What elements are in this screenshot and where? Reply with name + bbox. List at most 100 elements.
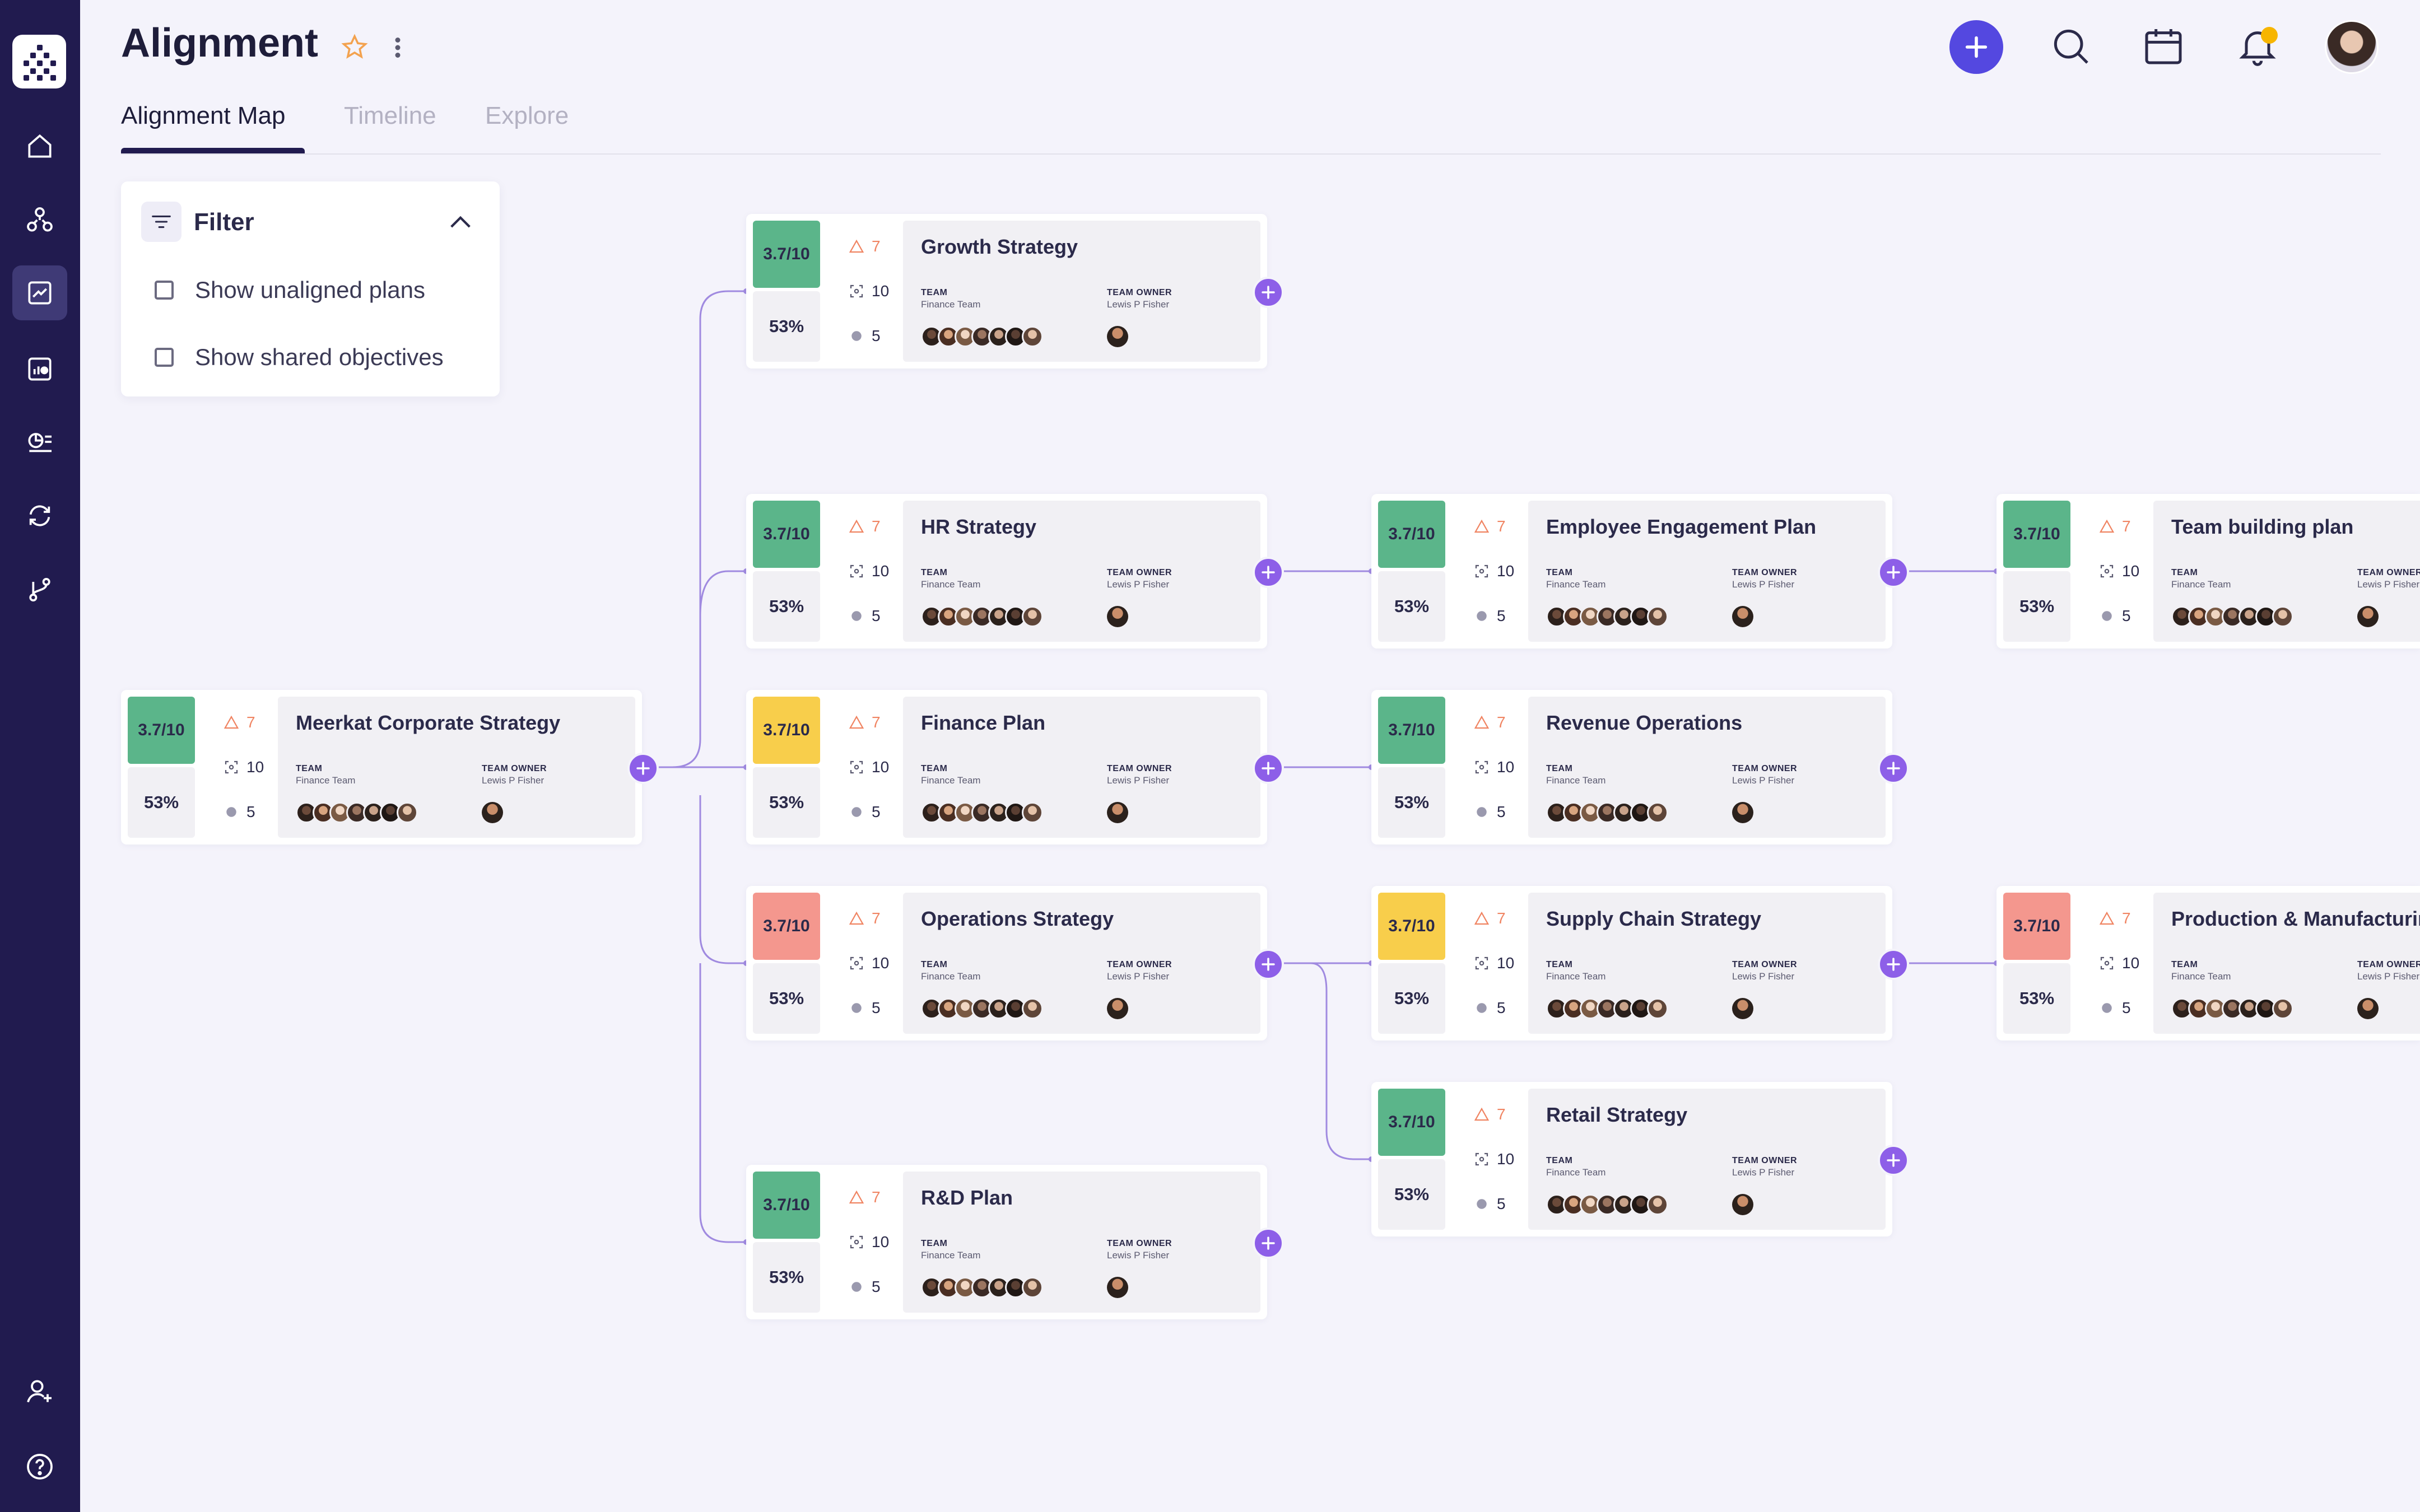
plan-card-operations-strategy[interactable]: 3.7/10 53% 7 10 5 Operations Strategy TE… bbox=[746, 886, 1284, 1040]
member-avatar[interactable] bbox=[1005, 606, 1026, 627]
member-avatars[interactable] bbox=[1546, 998, 1668, 1019]
warning-icon bbox=[1474, 911, 1490, 925]
sidebar-item-reports[interactable] bbox=[12, 342, 67, 396]
member-avatar[interactable] bbox=[1647, 606, 1668, 627]
member-avatar[interactable] bbox=[1022, 606, 1043, 627]
show-shared-objectives-checkbox[interactable] bbox=[155, 348, 174, 367]
add-child-plan-button[interactable] bbox=[1878, 557, 1909, 588]
plan-card-hr-strategy[interactable]: 3.7/10 53% 7 10 5 HR Strategy TEAM Finan… bbox=[746, 494, 1284, 648]
member-avatars[interactable] bbox=[921, 606, 1043, 627]
focus-icon bbox=[850, 956, 863, 970]
owner-avatar[interactable] bbox=[1107, 802, 1128, 823]
add-child-plan-button[interactable] bbox=[1253, 753, 1284, 784]
member-avatars[interactable] bbox=[1546, 606, 1668, 627]
owner-avatar[interactable] bbox=[1732, 802, 1753, 823]
owner-avatar[interactable] bbox=[1107, 998, 1128, 1019]
focus-count: 10 bbox=[246, 758, 264, 776]
create-button[interactable] bbox=[1949, 20, 2003, 74]
focus-stat: 10 bbox=[848, 954, 889, 972]
owner-avatar[interactable] bbox=[1732, 998, 1753, 1019]
add-child-plan-button[interactable] bbox=[1253, 949, 1284, 980]
member-avatars[interactable] bbox=[2171, 998, 2293, 1019]
owner-avatar[interactable] bbox=[482, 802, 503, 823]
member-avatar[interactable] bbox=[2188, 998, 2209, 1019]
member-avatar[interactable] bbox=[1022, 802, 1043, 823]
add-child-plan-button[interactable] bbox=[1253, 1228, 1284, 1259]
owner-avatar[interactable] bbox=[1107, 1277, 1128, 1298]
member-avatar[interactable] bbox=[1580, 998, 1601, 1019]
member-avatar[interactable] bbox=[1647, 998, 1668, 1019]
sidebar-item-org[interactable] bbox=[12, 193, 67, 248]
member-avatars[interactable] bbox=[1546, 802, 1668, 823]
plus-icon bbox=[636, 762, 650, 775]
owner-avatar[interactable] bbox=[2357, 606, 2379, 627]
add-child-plan-button[interactable] bbox=[1878, 1145, 1909, 1176]
owner-avatar[interactable] bbox=[1732, 606, 1753, 627]
sidebar-item-sync[interactable] bbox=[12, 488, 67, 543]
add-child-plan-button[interactable] bbox=[1878, 753, 1909, 784]
sidebar-item-alignment[interactable] bbox=[12, 265, 67, 320]
plan-card-team-building-plan[interactable]: 3.7/10 53% 7 10 5 Team building plan TEA… bbox=[1997, 494, 2420, 648]
sidebar-item-analytics[interactable] bbox=[12, 414, 67, 469]
member-avatars[interactable] bbox=[296, 802, 418, 823]
add-child-plan-button[interactable] bbox=[1253, 557, 1284, 588]
owner-avatar[interactable] bbox=[1107, 606, 1128, 627]
plan-card-retail-strategy[interactable]: 3.7/10 53% 7 10 5 Retail Strategy TEAM F… bbox=[1371, 1082, 1909, 1236]
plan-card-supply-chain-strategy[interactable]: 3.7/10 53% 7 10 5 Supply Chain Strategy … bbox=[1371, 886, 1909, 1040]
app-logo[interactable] bbox=[12, 35, 66, 88]
more-options-icon[interactable] bbox=[388, 32, 408, 63]
plan-card-finance-plan[interactable]: 3.7/10 53% 7 10 5 Finance Plan TEAM Fina… bbox=[746, 690, 1284, 844]
add-child-plan-button[interactable] bbox=[627, 753, 659, 784]
plan-card-rd-plan[interactable]: 3.7/10 53% 7 10 5 R&D Plan TEAM Finance … bbox=[746, 1165, 1284, 1319]
owner-avatar[interactable] bbox=[2357, 998, 2379, 1019]
member-avatars[interactable] bbox=[921, 1277, 1043, 1298]
risk-stat: 7 bbox=[2098, 517, 2131, 535]
owner-avatar[interactable] bbox=[1107, 326, 1128, 347]
sidebar-item-help[interactable] bbox=[12, 1439, 67, 1494]
card-body: Meerkat Corporate Strategy TEAM Finance … bbox=[278, 697, 635, 838]
member-avatars[interactable] bbox=[1546, 1194, 1668, 1215]
member-avatar[interactable] bbox=[1022, 326, 1043, 347]
owner-avatar[interactable] bbox=[1732, 1194, 1753, 1215]
sidebar-item-branch[interactable] bbox=[12, 562, 67, 617]
member-avatar[interactable] bbox=[2272, 606, 2293, 627]
show-unaligned-plans-option[interactable]: Show unaligned plans bbox=[155, 277, 425, 304]
sidebar-item-home[interactable] bbox=[12, 119, 67, 174]
member-avatar[interactable] bbox=[1630, 802, 1651, 823]
member-avatar[interactable] bbox=[1022, 1277, 1043, 1298]
tab-explore[interactable]: Explore bbox=[485, 102, 569, 129]
member-avatar[interactable] bbox=[1022, 998, 1043, 1019]
tab-timeline[interactable]: Timeline bbox=[344, 102, 436, 129]
card-body: Growth Strategy TEAM Finance Team TEAM O… bbox=[903, 221, 1260, 362]
member-avatar[interactable] bbox=[1647, 1194, 1668, 1215]
member-avatars[interactable] bbox=[921, 802, 1043, 823]
tab-alignment-map[interactable]: Alignment Map bbox=[121, 102, 286, 129]
add-icon bbox=[1965, 36, 1988, 58]
avatar[interactable] bbox=[2325, 20, 2379, 74]
member-avatar[interactable] bbox=[397, 802, 418, 823]
show-shared-objectives-option[interactable]: Show shared objectives bbox=[155, 344, 444, 371]
member-avatar[interactable] bbox=[2272, 998, 2293, 1019]
member-avatars[interactable] bbox=[921, 326, 1043, 347]
member-avatars[interactable] bbox=[921, 998, 1043, 1019]
add-child-plan-button[interactable] bbox=[1878, 949, 1909, 980]
member-avatar[interactable] bbox=[313, 802, 334, 823]
member-avatar[interactable] bbox=[988, 326, 1009, 347]
plan-card-growth-strategy[interactable]: 3.7/10 53% 7 10 5 Growth Strategy TEAM F… bbox=[746, 214, 1284, 368]
member-avatar[interactable] bbox=[1563, 1194, 1584, 1215]
plan-card-revenue-operations[interactable]: 3.7/10 53% 7 10 5 Revenue Operations TEA… bbox=[1371, 690, 1909, 844]
plan-card-employee-engagement-plan[interactable]: 3.7/10 53% 7 10 5 Employee Engagement Pl… bbox=[1371, 494, 1909, 648]
plan-card-production-manufacturing[interactable]: 3.7/10 53% 7 10 5 Production & Manufactu… bbox=[1997, 886, 2420, 1040]
plan-card-meerkat-corporate-strategy[interactable]: 3.7/10 53% 7 10 5 Meerkat Corporate Stra… bbox=[121, 690, 659, 844]
show-unaligned-plans-checkbox[interactable] bbox=[155, 281, 174, 300]
star-icon[interactable] bbox=[339, 32, 370, 63]
add-child-plan-button[interactable] bbox=[1253, 277, 1284, 308]
chevron-up-icon[interactable] bbox=[445, 207, 476, 239]
search-icon[interactable] bbox=[2048, 24, 2093, 68]
bell-icon[interactable] bbox=[2235, 24, 2280, 68]
calendar-icon[interactable] bbox=[2141, 24, 2186, 68]
member-avatar[interactable] bbox=[1647, 802, 1668, 823]
sidebar bbox=[0, 0, 80, 1512]
member-avatars[interactable] bbox=[2171, 606, 2293, 627]
sidebar-item-invite[interactable] bbox=[12, 1364, 67, 1419]
